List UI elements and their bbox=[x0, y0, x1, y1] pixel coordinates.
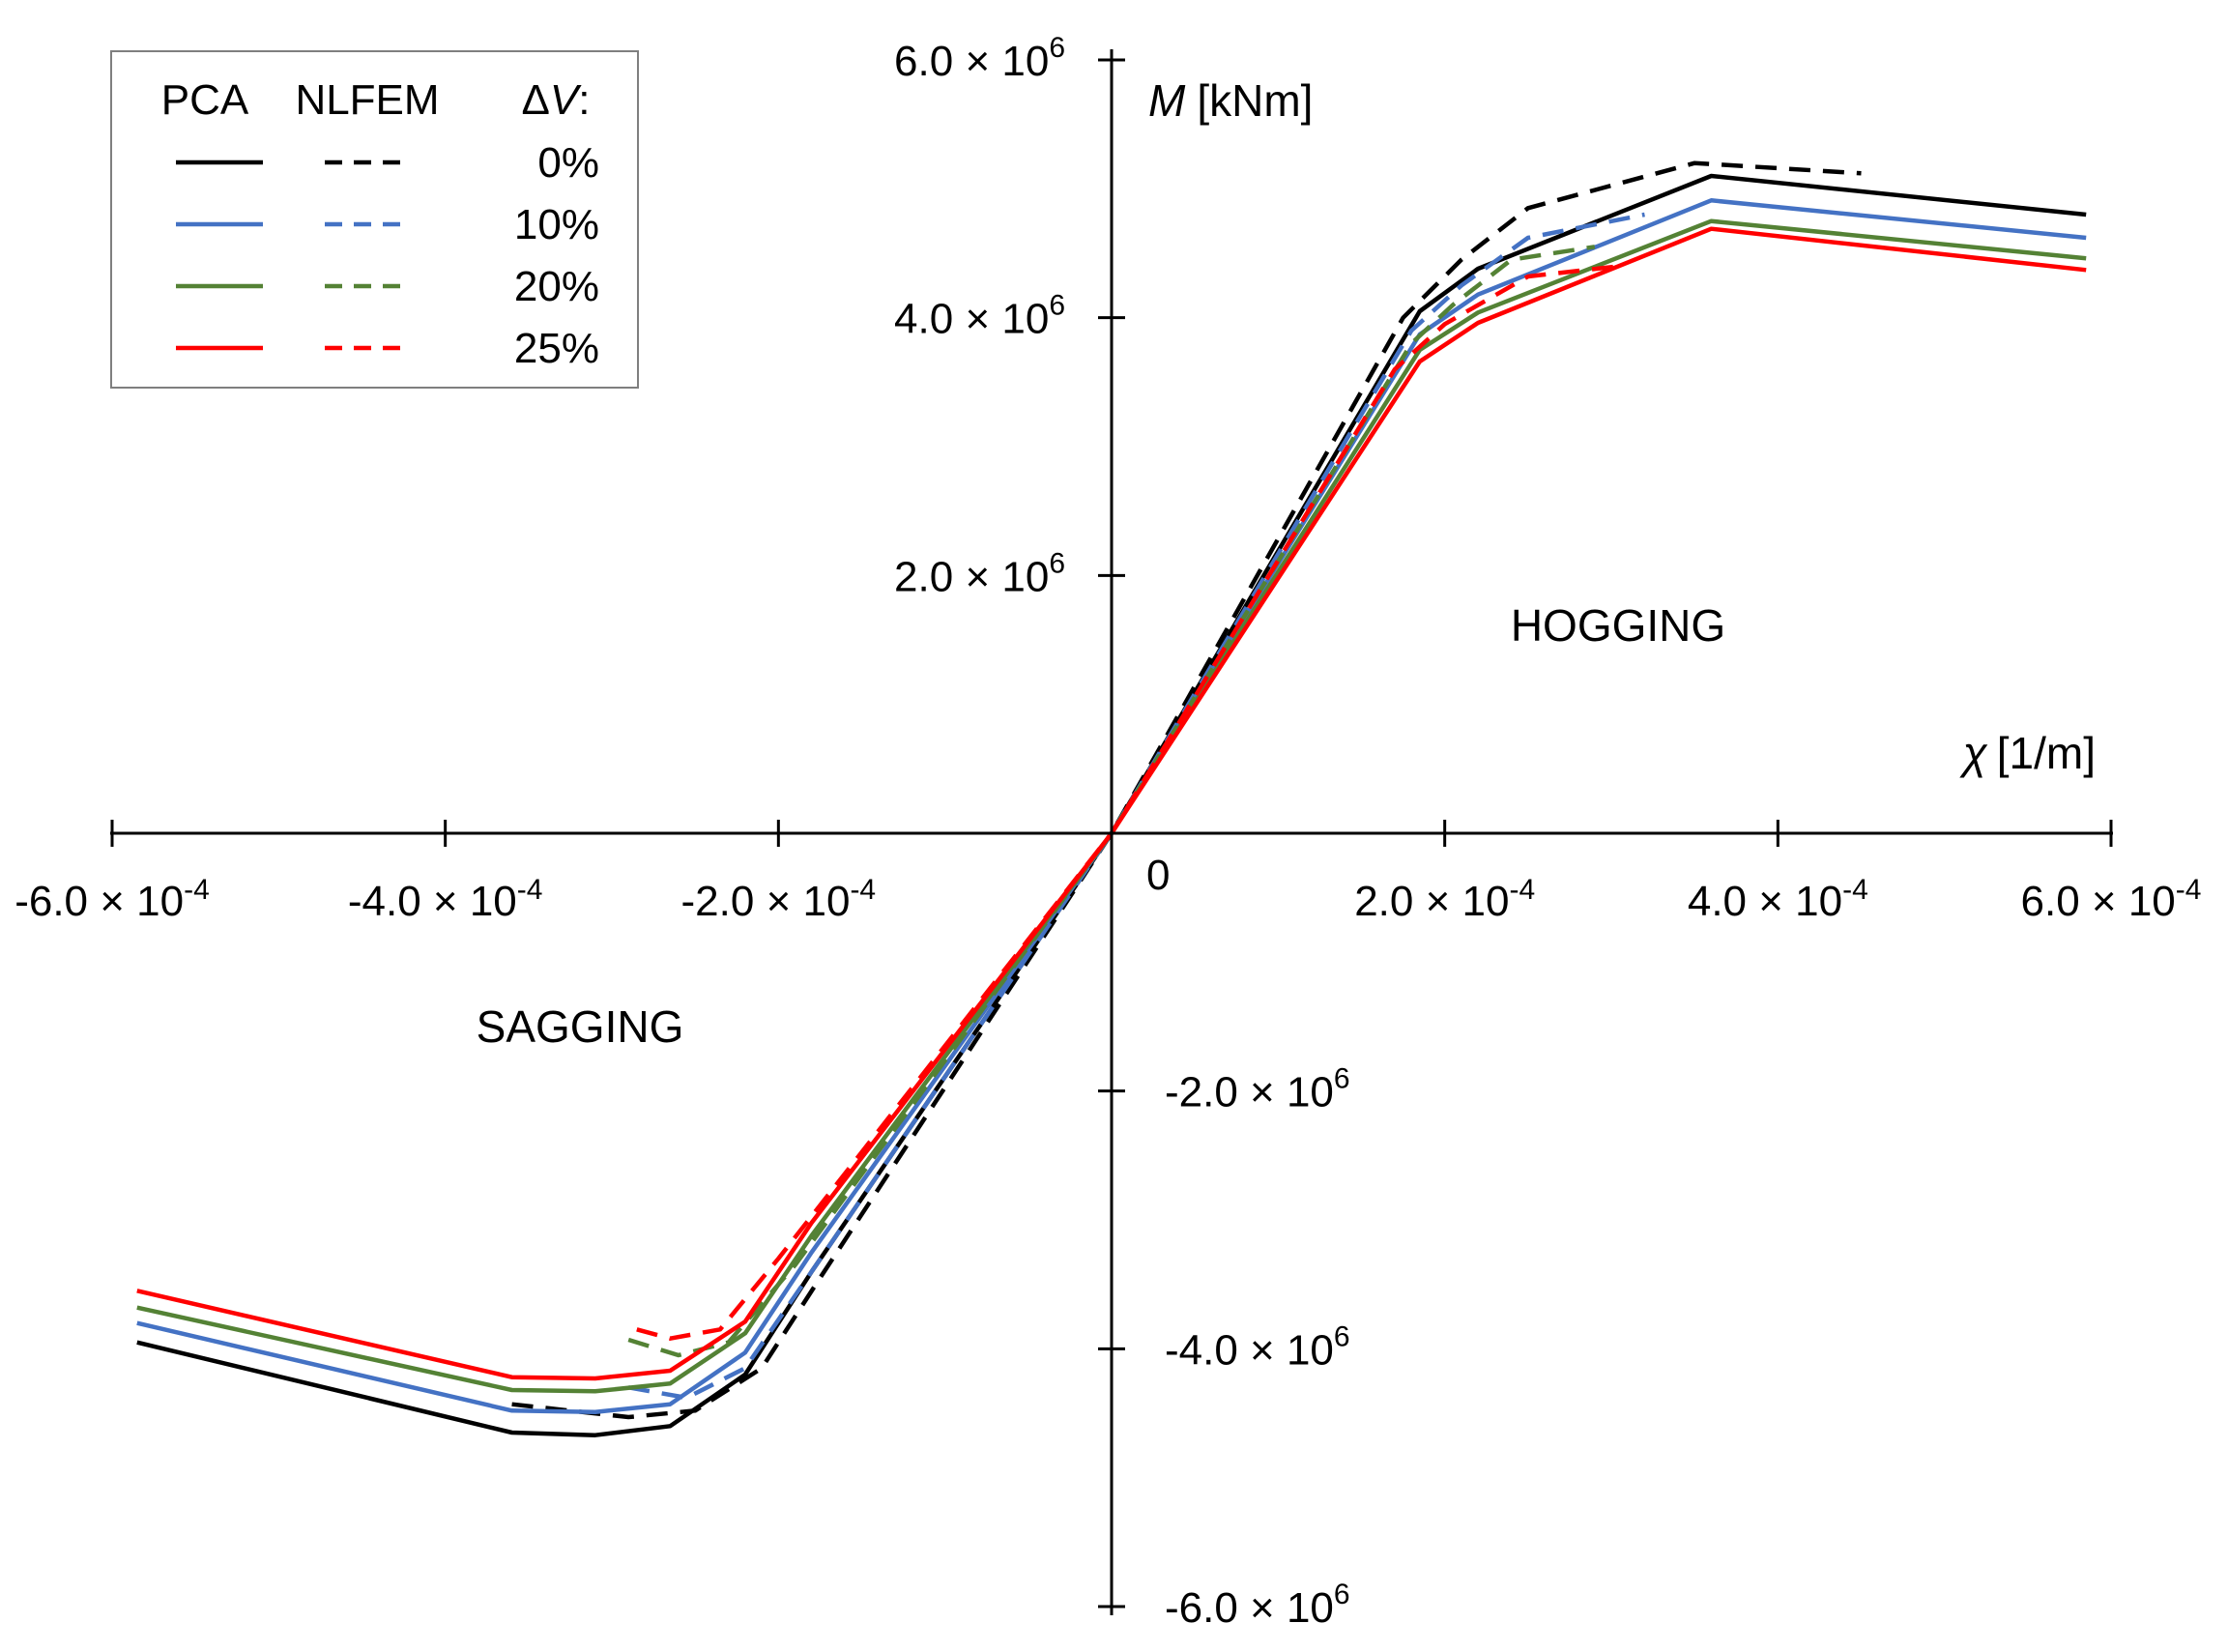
origin-label: 0 bbox=[1146, 852, 1170, 899]
y-axis-title: M [kNm] bbox=[1148, 75, 1313, 126]
series-line-nlfem-25 bbox=[636, 264, 1620, 1341]
x-tick-label: -4.0 × 10-4 bbox=[348, 874, 543, 925]
series-line-pca-10 bbox=[136, 198, 2087, 1414]
x-tick-label: -2.0 × 10-4 bbox=[681, 874, 877, 925]
y-tick-label: 4.0 × 106 bbox=[894, 290, 1065, 343]
legend-header-nlfem: NLFEM bbox=[295, 76, 439, 124]
series-line-nlfem-10 bbox=[627, 212, 1645, 1401]
legend-header-pca: PCA bbox=[161, 76, 249, 124]
legend-box bbox=[110, 50, 639, 389]
y-tick-label: -2.0 × 106 bbox=[1165, 1063, 1350, 1116]
legend-label-10: 10% bbox=[514, 201, 599, 248]
legend-label-0: 0% bbox=[537, 139, 599, 187]
y-axis-unit: [kNm] bbox=[1197, 75, 1313, 126]
legend-label-20: 20% bbox=[514, 263, 599, 310]
x-tick-label: 6.0 × 10-4 bbox=[2021, 874, 2202, 925]
y-tick-label: 2.0 × 106 bbox=[894, 547, 1065, 600]
legend-rows: 0% 10% 20% 25% bbox=[176, 139, 599, 372]
legend-header-dv: ΔV: bbox=[522, 76, 591, 124]
y-tick-label: -4.0 × 106 bbox=[1165, 1320, 1350, 1374]
y-tick-label: 6.0 × 106 bbox=[894, 32, 1065, 85]
legend-label-25: 25% bbox=[514, 325, 599, 372]
x-axis-unit: [1/m] bbox=[1997, 728, 2096, 778]
y-ticks: 6.0 × 106 4.0 × 106 2.0 × 106 -2.0 × 106 -4.… bbox=[894, 32, 1350, 1632]
series-line-pca-20 bbox=[136, 218, 2087, 1394]
x-tick-label: 2.0 × 10-4 bbox=[1354, 874, 1535, 925]
legend: PCA NLFEM ΔV: 0% 10% 20% 25% bbox=[110, 50, 639, 389]
x-ticks: -6.0 × 10-4 -4.0 × 10-4 -2.0 × 10-4 2.0 × 1… bbox=[14, 820, 2201, 925]
x-axis-symbol: χ bbox=[1959, 728, 1988, 778]
series-line-nlfem-0 bbox=[511, 160, 1862, 1420]
legend-dv-var: V bbox=[550, 76, 582, 124]
legend-dv-suffix: : bbox=[578, 76, 590, 124]
y-axis-symbol: M bbox=[1148, 75, 1186, 126]
legend-dv-symbol: Δ bbox=[522, 76, 550, 124]
y-tick-label: -6.0 × 106 bbox=[1165, 1579, 1350, 1632]
x-tick-label: 4.0 × 10-4 bbox=[1688, 874, 1868, 925]
series-line-nlfem-20 bbox=[627, 245, 1596, 1358]
x-axis-title: χ [1/m] bbox=[1959, 728, 2096, 778]
x-tick-label: -6.0 × 10-4 bbox=[14, 874, 210, 925]
series-line-pca-25 bbox=[136, 226, 2087, 1381]
annotation-sagging: SAGGING bbox=[477, 1001, 684, 1052]
annotation-hogging: HOGGING bbox=[1511, 600, 1725, 651]
